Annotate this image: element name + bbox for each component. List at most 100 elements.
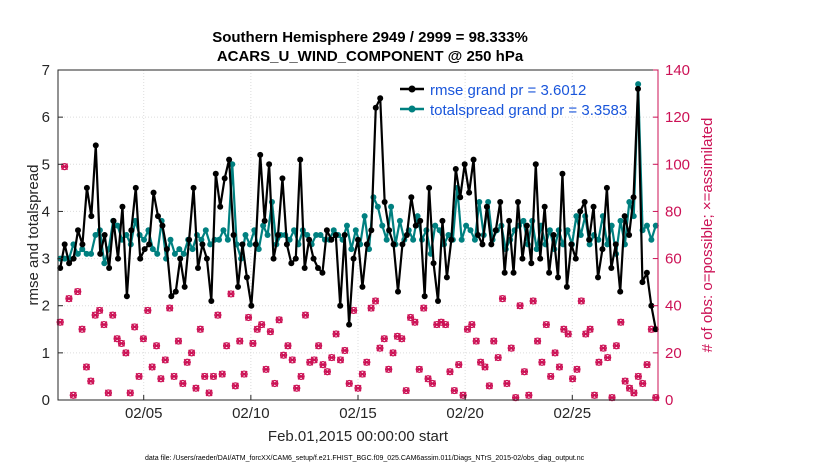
obs-assimilated-marker [590, 391, 598, 399]
rmse-point [595, 274, 601, 281]
obs-assimilated-marker [358, 370, 366, 378]
rmse-point [110, 217, 117, 224]
obs-assimilated-marker [599, 344, 607, 352]
rmse-point [323, 227, 330, 234]
obs-assimilated-marker [139, 335, 147, 343]
obs-assimilated-marker [179, 380, 187, 387]
legend-spread-label: totalspread grand pr = 3.3583 [430, 102, 627, 119]
rmse-point [426, 184, 433, 191]
y-left-tick-label: 0 [42, 392, 50, 409]
obs-assimilated-marker [288, 356, 296, 364]
rmse-point [537, 255, 544, 262]
obs-assimilated-marker [634, 372, 642, 380]
obs-assimilated-marker [415, 365, 423, 373]
y-left-tick-label: 6 [42, 109, 50, 126]
obs-assimilated-marker [301, 311, 309, 319]
rmse-point [168, 293, 175, 300]
rmse-point [155, 213, 161, 220]
obs-markers [56, 163, 660, 402]
rmse-point [297, 156, 304, 163]
rmse-point [497, 199, 504, 205]
rmse-point [390, 241, 397, 248]
obs-assimilated-marker [332, 330, 340, 338]
legend-spread-marker [408, 105, 416, 113]
obs-assimilated-marker [455, 361, 463, 369]
obs-assimilated-marker [131, 323, 139, 331]
obs-assimilated-marker [564, 330, 572, 338]
obs-assimilated-marker [520, 368, 528, 376]
rmse-point [190, 184, 197, 191]
obs-assimilated-marker [214, 311, 222, 319]
obs-assimilated-marker [170, 372, 178, 380]
rmse-point [421, 293, 428, 300]
rmse-point [417, 217, 424, 224]
rmse-point [635, 85, 641, 92]
rmse-point [479, 241, 486, 248]
rmse-point [261, 217, 268, 224]
rmse-point [159, 222, 166, 229]
spread-point [264, 232, 271, 238]
spread-point [189, 246, 196, 253]
obs-assimilated-marker [534, 337, 542, 345]
obs-assimilated-marker [275, 316, 283, 324]
spread-point [546, 227, 553, 234]
rmse-point [208, 298, 215, 304]
rmse-point [412, 222, 419, 229]
rmse-point [217, 203, 224, 210]
spread-point [176, 246, 183, 253]
obs-assimilated-marker [266, 328, 274, 336]
obs-assimilated-marker [503, 380, 511, 387]
obs-assimilated-marker [100, 321, 108, 329]
rmse-point [319, 269, 326, 276]
rmse-point [101, 232, 108, 238]
rmse-point [639, 279, 646, 286]
spread-point [255, 246, 262, 253]
rmse-point [386, 227, 393, 234]
y-right-tick-label: 60 [665, 251, 682, 268]
obs-assimilated-marker [227, 290, 235, 298]
rmse-point [590, 203, 597, 210]
rmse-point [577, 208, 584, 215]
spread-point [432, 222, 439, 229]
rmse-point [346, 321, 353, 328]
obs-assimilated-marker [144, 306, 152, 314]
obs-assimilated-marker [569, 375, 577, 383]
rmse-point [510, 269, 517, 276]
spread-point [383, 236, 390, 243]
obs-assimilated-marker [196, 325, 204, 333]
spread-point [458, 236, 465, 243]
y-right-tick-label: 0 [665, 392, 673, 409]
rmse-point [275, 232, 281, 238]
chart-title-line1: Southern Hemisphere 2949 / 2999 = 98.333… [212, 29, 528, 46]
spread-point [291, 227, 298, 234]
obs-assimilated-marker [153, 342, 161, 350]
rmse-point [341, 232, 348, 238]
rmse-point [541, 203, 548, 210]
obs-assimilated-marker [78, 325, 86, 333]
rmse-point [448, 236, 455, 243]
rmse-point [203, 255, 210, 262]
obs-assimilated-marker [96, 306, 104, 314]
spread-point [648, 236, 655, 243]
rmse-point [461, 161, 468, 168]
rmse-point [141, 246, 148, 253]
spread-point [180, 250, 187, 257]
spread-point [154, 250, 161, 257]
obs-assimilated-marker [218, 370, 226, 378]
obs-assimilated-marker [577, 297, 585, 305]
obs-assimilated-marker [315, 342, 323, 350]
spread-point [476, 199, 483, 205]
spread-point [304, 232, 311, 238]
obs-assimilated-marker [122, 349, 130, 357]
obs-assimilated-marker [319, 361, 327, 369]
rmse-point [563, 283, 570, 290]
rmse-point [83, 184, 90, 191]
x-axis-label: Feb.01,2015 00:00:00 start [268, 428, 449, 445]
spread-point [79, 246, 86, 253]
y-right-tick-label: 80 [665, 203, 682, 220]
obs-assimilated-marker [82, 363, 90, 371]
rmse-point [315, 265, 321, 271]
rmse-point [648, 302, 655, 309]
y-right-tick-label: 100 [665, 156, 690, 173]
y-right-tick-label: 20 [665, 345, 682, 362]
